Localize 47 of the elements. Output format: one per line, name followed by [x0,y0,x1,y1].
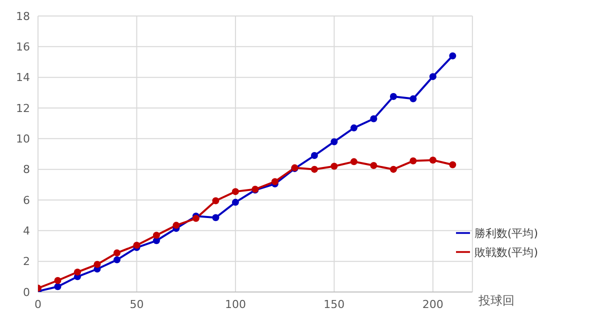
y-tick-label: 8 [23,163,30,176]
point [390,93,397,100]
point [172,222,180,229]
point [449,52,456,60]
point [232,188,239,196]
y-tick-label: 2 [23,255,30,268]
y-tick-label: 16 [16,40,30,54]
x-tick-label: 50 [130,298,144,311]
point [449,161,456,168]
point [370,162,378,169]
y-tick-label: 12 [16,102,30,115]
point [113,256,120,264]
y-tick-label: 4 [23,224,30,238]
point [330,138,338,146]
point [429,73,436,80]
point [212,214,220,222]
point [390,166,397,173]
point [370,115,378,122]
point [212,197,220,204]
point [54,277,62,284]
x-tick-label: 0 [34,298,42,311]
x-tick-label: 200 [422,298,444,311]
y-tick-label: 10 [16,132,30,146]
point [310,152,318,160]
point [330,162,338,170]
point [410,95,417,102]
point [350,124,358,132]
point [232,198,239,206]
x-tick-label: 150 [324,298,345,311]
point [429,156,436,164]
x-tick-label: 100 [224,298,246,311]
point [152,232,160,239]
point [113,249,120,256]
point [410,157,417,164]
point [74,268,81,276]
point [133,242,140,249]
point [350,158,358,166]
point [54,283,62,290]
legend-label: 勝利数(平均) [474,227,538,240]
point [94,260,101,268]
legend-label: 敗戦数(平均) [474,246,538,259]
y-tick-label: 6 [23,194,30,207]
x-axis-title: 投球回 [477,293,514,308]
point [310,166,318,173]
y-tick-label: 14 [16,71,30,84]
y-tick-label: 18 [16,10,30,23]
y-tick-label: 0 [23,286,30,299]
